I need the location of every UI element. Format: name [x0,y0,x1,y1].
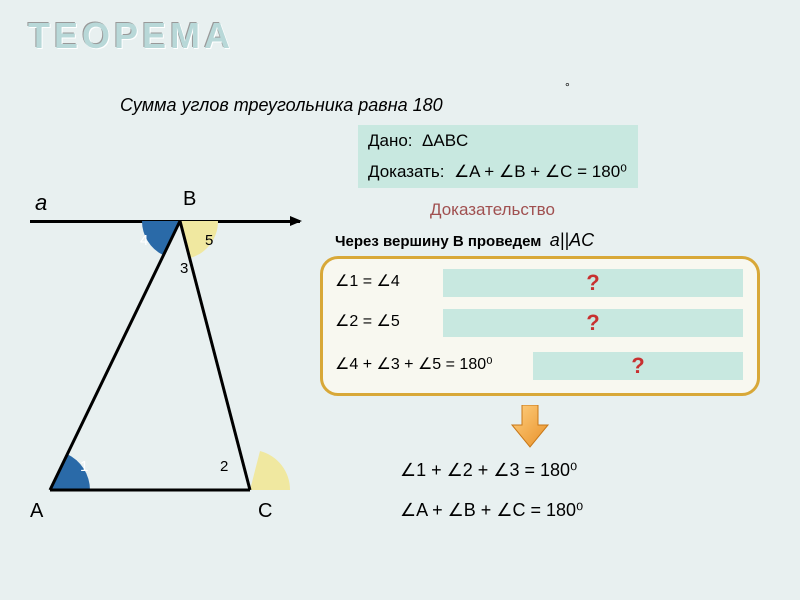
angle-3-label: 3 [180,260,188,277]
vertex-a-label: A [30,500,43,523]
construct-suffix: a||AC [550,230,594,250]
question-3: ? [533,352,743,380]
theorem-title: ТЕОРЕМА [28,15,234,57]
proof-row-2: ∠2 = ∠5 [335,311,400,331]
construct-prefix: Через вершину B проведем [335,233,541,250]
proof-box: ∠1 = ∠4 ? ∠2 = ∠5 ? ∠4 + ∠3 + ∠5 = 180⁰ … [320,256,760,396]
vertex-c-label: C [258,500,272,523]
side-ab [50,221,180,490]
proof-expr-1: ∠1 = ∠4 [335,271,400,291]
proof-row-1: ∠1 = ∠4 [335,271,400,291]
prove-expr: ∠A + ∠B + ∠C = 180⁰ [454,162,627,181]
proof-expr-2: ∠2 = ∠5 [335,311,400,331]
given-panel: Дано: ΔABC [358,125,638,157]
proof-row-3: ∠4 + ∠3 + ∠5 = 180⁰ [335,354,493,374]
arrow-down-icon [510,405,550,450]
proof-header: Доказательство [430,200,555,220]
given-value: ΔABC [422,131,468,150]
question-1: ? [443,269,743,297]
triangle-svg [30,180,320,540]
angle-5-label: 5 [205,232,213,249]
prove-label: Доказать: [368,162,444,181]
angle-2-arc [250,451,290,490]
angle-4-label: 4 [140,232,148,249]
proof-expr-3: ∠4 + ∠3 + ∠5 = 180⁰ [335,354,493,374]
conclusion-1: ∠1 + ∠2 + ∠3 = 180⁰ [400,460,577,481]
angle-1-label: 1 [80,458,88,475]
question-2: ? [443,309,743,337]
triangle-diagram: a B A C 1 2 3 4 5 [30,180,320,540]
angle-2-label: 2 [220,458,228,475]
given-label: Дано: [368,131,413,150]
vertex-b-label: B [183,188,196,211]
conclusion-2: ∠A + ∠B + ∠C = 180⁰ [400,500,583,521]
degree-symbol: ° [565,80,570,94]
prove-panel: Доказать: ∠A + ∠B + ∠C = 180⁰ [358,156,638,188]
construction-text: Через вершину B проведем a||AC [335,230,594,251]
theorem-statement: Сумма углов треугольника равна 180 [120,95,443,116]
side-bc [180,221,250,490]
